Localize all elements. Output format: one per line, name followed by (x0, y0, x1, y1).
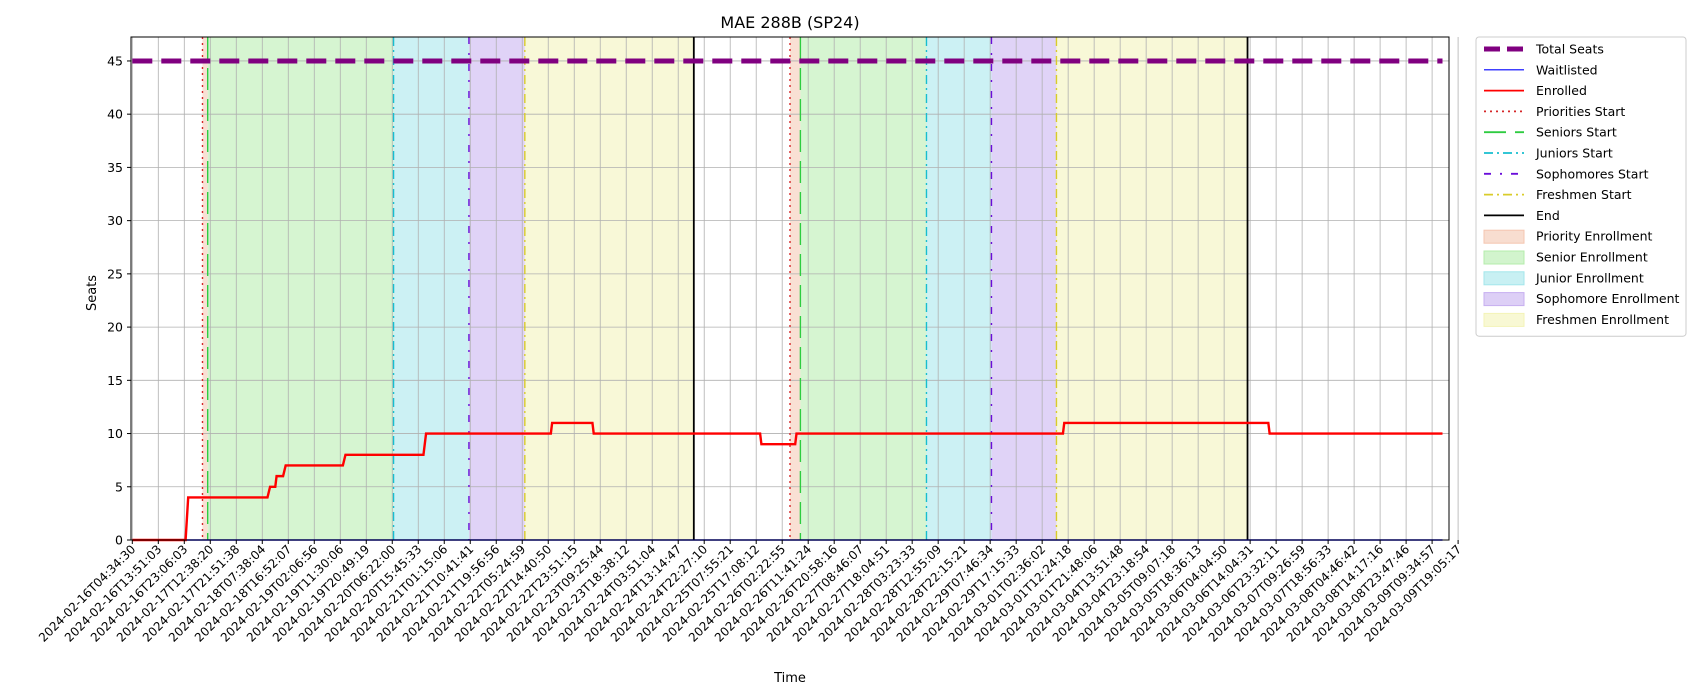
legend-label-senior-enrollment: Senior Enrollment (1536, 250, 1648, 265)
legend-label-sophomores-start: Sophomores Start (1536, 166, 1649, 181)
y-tick-label: 10 (107, 426, 123, 441)
y-tick-label: 45 (107, 53, 123, 68)
legend-label-freshmen-enrollment: Freshmen Enrollment (1536, 312, 1669, 327)
y-axis-ticks: 0 5 10 15 20 25 30 35 40 45 (107, 53, 131, 548)
shaded-regions (202, 37, 1248, 540)
legend-label-enrolled: Enrolled (1536, 83, 1587, 98)
y-tick-label: 35 (107, 160, 123, 175)
y-tick-label: 15 (107, 373, 123, 388)
chart-title: MAE 288B (SP24) (720, 13, 859, 32)
y-tick-label: 20 (107, 320, 123, 335)
region-priority-enrollment (202, 37, 208, 540)
region-senior-enrollment (207, 37, 394, 540)
y-tick-label: 0 (115, 533, 123, 548)
legend-label-sophomore-enrollment: Sophomore Enrollment (1536, 291, 1680, 306)
legend-label-total-seats: Total Seats (1535, 42, 1604, 57)
region-junior-enrollment (926, 37, 992, 540)
region-sophomore-enrollment (991, 37, 1057, 540)
legend-label-junior-enrollment: Junior Enrollment (1535, 270, 1644, 285)
legend-label-juniors-start: Juniors Start (1535, 146, 1613, 161)
y-tick-label: 5 (115, 479, 123, 494)
region-freshmen-enrollment (524, 37, 694, 540)
region-senior-enrollment (800, 37, 927, 540)
region-freshmen-enrollment (1056, 37, 1248, 540)
y-tick-label: 40 (107, 107, 123, 122)
plot-frame (130, 36, 1450, 541)
y-axis-label: Seats (85, 275, 100, 311)
legend-swatch-sophomore-enrollment (1483, 292, 1525, 307)
legend-label-waitlisted: Waitlisted (1536, 62, 1598, 77)
legend-swatch-senior-enrollment (1483, 250, 1525, 265)
y-tick-label: 30 (107, 213, 123, 228)
region-junior-enrollment (393, 37, 469, 540)
legend-label-priorities-start: Priorities Start (1536, 104, 1625, 119)
y-tick-label: 25 (107, 266, 123, 281)
legend-swatch-junior-enrollment (1483, 271, 1525, 286)
series-enrolled (132, 421, 1443, 542)
legend-label-freshmen-start: Freshmen Start (1536, 187, 1632, 202)
legend-swatch-freshmen-enrollment (1483, 312, 1525, 327)
legend-frame (1475, 36, 1687, 337)
legend-swatch-priority-enrollment (1483, 229, 1525, 244)
x-axis-label: Time (773, 671, 806, 686)
legend-label-end: End (1536, 208, 1560, 223)
legend-label-seniors-start: Seniors Start (1536, 125, 1617, 140)
legend-label-priority-enrollment: Priority Enrollment (1536, 229, 1653, 244)
region-sophomore-enrollment (468, 37, 525, 540)
legend: Total Seats Waitlisted Enrolled Priorities … (1475, 36, 1687, 337)
vertical-markers (201, 37, 1249, 540)
region-priority-enrollment (790, 37, 801, 540)
x-axis-ticks: 2024-02-16T04:34:302024-02-16T13:51:0320… (36, 540, 1464, 645)
